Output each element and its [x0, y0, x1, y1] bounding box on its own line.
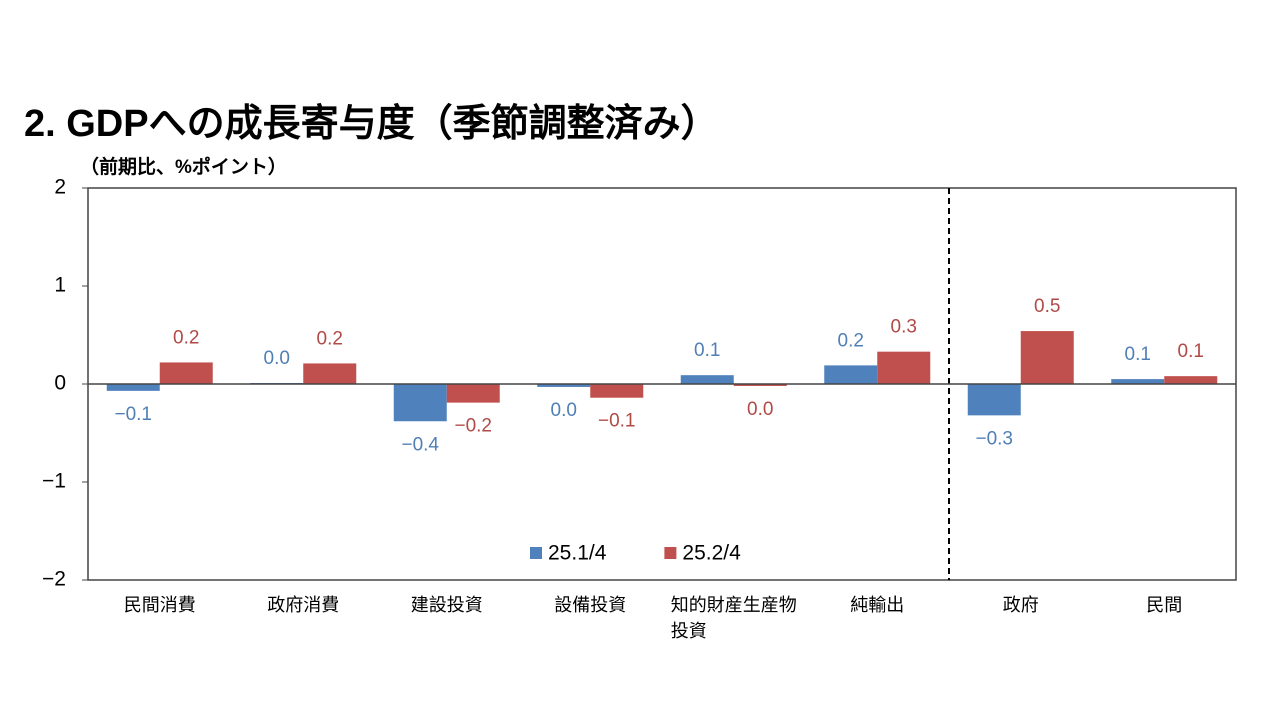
value-label: 0.2: [317, 328, 343, 349]
x-tick-label: 純輸出: [850, 595, 905, 615]
x-tick-label: 知的財産生産物 投資: [670, 595, 797, 641]
bar: [303, 363, 357, 384]
x-tick-label: 政府消費: [267, 595, 340, 615]
x-tick-label: 民間: [1146, 595, 1183, 615]
x-tick-label: 建設投資: [410, 595, 483, 615]
value-label: 0.1: [1178, 341, 1204, 362]
x-tick-label: 設備投資: [554, 595, 627, 615]
bar: [537, 384, 591, 387]
bar: [680, 375, 734, 384]
legend-swatch: [664, 547, 677, 559]
value-label: −0.2: [454, 416, 492, 437]
legend-swatch: [530, 547, 542, 559]
value-label: 0.0: [551, 400, 577, 421]
bar: [590, 384, 644, 398]
value-label: 0.1: [1125, 344, 1151, 365]
bar: [967, 384, 1021, 416]
value-label: −0.1: [114, 404, 152, 425]
value-label: 0.3: [891, 317, 917, 338]
value-label: 0.2: [838, 330, 864, 351]
y-tick-label: 2: [54, 176, 66, 199]
bar: [1020, 331, 1074, 384]
legend-label: 25.2/4: [682, 542, 741, 565]
value-label: −0.1: [598, 411, 636, 432]
y-tick-label: 1: [54, 274, 66, 297]
bar: [1111, 379, 1165, 384]
bar: [446, 384, 500, 403]
bar: [824, 365, 878, 384]
bar: [393, 384, 447, 422]
legend-label: 25.1/4: [548, 542, 607, 565]
value-label: 0.1: [694, 340, 720, 361]
y-axis-title: （前期比、%ポイント）: [80, 157, 287, 178]
y-tick-label: 0: [54, 372, 66, 395]
y-tick-label: −1: [42, 470, 66, 493]
x-tick-label: 民間消費: [123, 595, 196, 615]
bar: [159, 362, 213, 384]
value-label: 0.0: [747, 399, 773, 420]
value-label: −0.4: [401, 434, 439, 455]
bar: [106, 384, 160, 391]
chart-title: 2. GDPへの成長寄与度（季節調整済み）: [24, 103, 719, 145]
x-tick-label: 政府: [1002, 595, 1039, 615]
bar: [733, 384, 787, 386]
y-tick-label: −2: [42, 568, 66, 591]
bar: [877, 351, 931, 384]
bar: [1164, 376, 1218, 384]
value-label: 0.5: [1034, 296, 1060, 317]
value-label: 0.2: [173, 327, 199, 348]
value-label: −0.3: [975, 428, 1013, 449]
value-label: 0.0: [264, 348, 290, 369]
